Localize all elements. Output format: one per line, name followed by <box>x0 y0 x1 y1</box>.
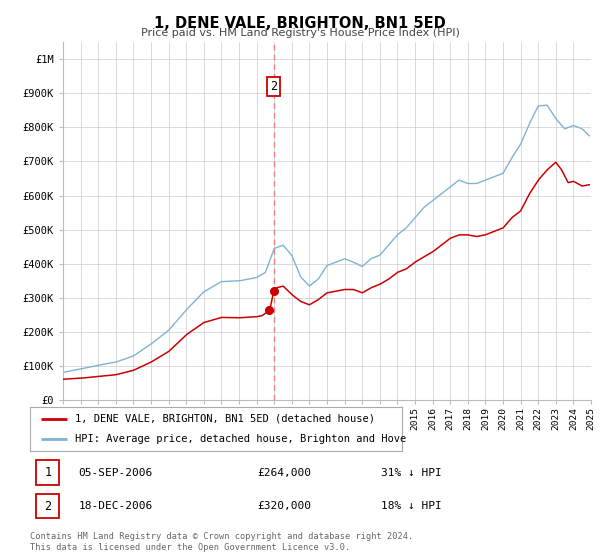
Text: £264,000: £264,000 <box>257 468 311 478</box>
Text: 1, DENE VALE, BRIGHTON, BN1 5ED: 1, DENE VALE, BRIGHTON, BN1 5ED <box>154 16 446 31</box>
Text: 2: 2 <box>270 80 277 93</box>
FancyBboxPatch shape <box>37 494 59 519</box>
Text: Price paid vs. HM Land Registry's House Price Index (HPI): Price paid vs. HM Land Registry's House … <box>140 28 460 38</box>
Text: This data is licensed under the Open Government Licence v3.0.: This data is licensed under the Open Gov… <box>30 543 350 552</box>
Text: 1, DENE VALE, BRIGHTON, BN1 5ED (detached house): 1, DENE VALE, BRIGHTON, BN1 5ED (detache… <box>74 414 374 424</box>
Text: £320,000: £320,000 <box>257 501 311 511</box>
Text: 18% ↓ HPI: 18% ↓ HPI <box>381 501 442 511</box>
Text: 18-DEC-2006: 18-DEC-2006 <box>79 501 153 511</box>
Text: 31% ↓ HPI: 31% ↓ HPI <box>381 468 442 478</box>
FancyBboxPatch shape <box>37 460 59 485</box>
Text: HPI: Average price, detached house, Brighton and Hove: HPI: Average price, detached house, Brig… <box>74 434 406 444</box>
Text: 05-SEP-2006: 05-SEP-2006 <box>79 468 153 478</box>
Text: 2: 2 <box>44 500 52 513</box>
Text: Contains HM Land Registry data © Crown copyright and database right 2024.: Contains HM Land Registry data © Crown c… <box>30 532 413 541</box>
Text: 1: 1 <box>44 466 52 479</box>
